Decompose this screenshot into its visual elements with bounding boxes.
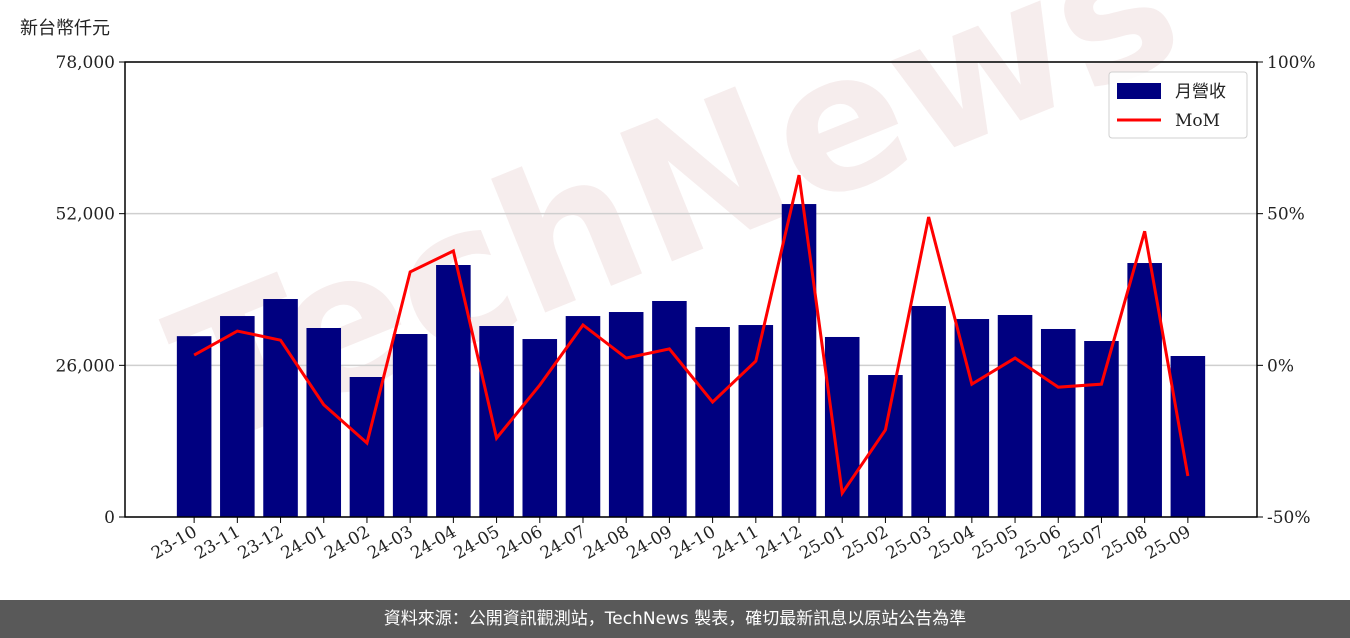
x-tick-label: 23-12 (235, 522, 287, 564)
x-tick-label: 24-07 (537, 522, 589, 564)
bar (176, 336, 212, 517)
bar (695, 327, 730, 517)
bar (392, 334, 428, 517)
y2-tick-label: 50% (1267, 205, 1305, 225)
x-tick-label: 25-08 (1099, 522, 1151, 564)
y2-tick-label: 100% (1267, 53, 1316, 73)
y-tick-label: 52,000 (56, 205, 115, 225)
y-tick-label: 0 (104, 508, 115, 528)
x-tick-label: 24-03 (364, 522, 416, 564)
x-tick-label: 23-11 (191, 522, 243, 564)
x-tick-label: 25-06 (1012, 522, 1064, 564)
footer: 資料來源：公開資訊觀測站，TechNews 製表，確切最新訊息以原站公告為準 (0, 600, 1350, 638)
x-tick-label: 24-02 (321, 522, 373, 564)
bar (565, 316, 601, 517)
legend-swatch (1117, 83, 1161, 99)
x-tick-label: 24-12 (753, 522, 805, 564)
legend-label: 月營收 (1175, 82, 1226, 102)
bar (738, 325, 774, 517)
y-axis-label: 新台幣仟元 (20, 18, 110, 39)
y2-tick-label: -50% (1267, 508, 1311, 528)
x-tick-label: 25-09 (1142, 522, 1194, 564)
bar (1170, 356, 1206, 517)
x-tick-label: 24-01 (278, 522, 330, 564)
x-tick-label: 24-11 (710, 522, 762, 564)
bar (220, 316, 255, 517)
bar (997, 314, 1033, 517)
bar (1127, 263, 1162, 517)
x-tick-label: 25-01 (796, 522, 848, 564)
bar (781, 204, 817, 517)
bar (479, 326, 514, 517)
bar (263, 299, 298, 517)
x-tick-label: 24-09 (623, 522, 675, 564)
x-tick-label: 25-04 (926, 522, 978, 564)
bar (954, 319, 990, 517)
legend-label: MoM (1175, 111, 1220, 131)
x-tick-label: 25-02 (839, 522, 891, 564)
y-tick-label: 26,000 (56, 356, 115, 376)
x-tick-label: 24-05 (451, 522, 503, 564)
line (193, 174, 1190, 498)
y-tick-label: 78,000 (56, 53, 115, 73)
x-tick-label: 24-10 (667, 522, 719, 564)
bar (306, 328, 342, 517)
bar (1040, 328, 1076, 517)
bar (1084, 341, 1119, 517)
bar (652, 300, 687, 517)
x-tick-label: 25-05 (969, 522, 1021, 564)
chart: 新台幣仟元 TechNews 026,00052,00078,000-50%0%… (20, 0, 1316, 564)
bar (911, 306, 946, 517)
x-tick-label: 24-04 (407, 522, 459, 564)
y2-tick-label: 0% (1267, 356, 1294, 376)
x-tick-label: 24-08 (580, 522, 632, 564)
x-tick-label: 25-03 (883, 522, 935, 564)
plot-frame (124, 61, 1258, 518)
bar (608, 312, 644, 517)
x-tick-label: 23-10 (148, 522, 200, 564)
x-tick-label: 24-06 (494, 522, 546, 564)
x-tick-label: 25-07 (1056, 522, 1108, 564)
